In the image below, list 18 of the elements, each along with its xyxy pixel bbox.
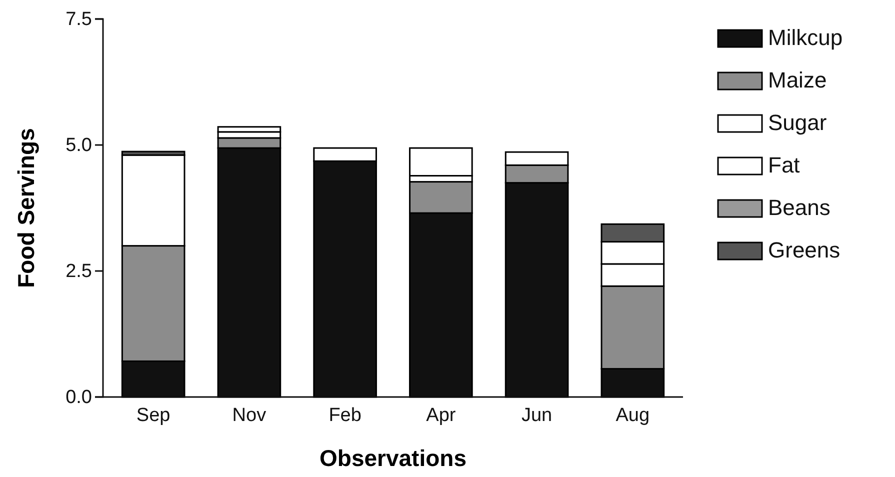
- y-axis-title: Food Servings: [13, 128, 39, 288]
- legend-label: Beans: [768, 195, 830, 220]
- x-tick-label: Jun: [521, 404, 552, 426]
- x-tick-label: Aug: [616, 404, 650, 426]
- y-tick-label: 0.0: [66, 387, 92, 408]
- legend-label: Sugar: [768, 110, 827, 135]
- x-tick-label: Nov: [232, 404, 267, 426]
- legend-label: Greens: [768, 238, 840, 262]
- x-tick-label: Sep: [136, 404, 170, 426]
- y-tick-label: 7.5: [66, 9, 92, 30]
- x-tick-label: Feb: [328, 404, 362, 426]
- legend-label: Fat: [768, 152, 800, 178]
- x-axis-title: Observations: [320, 445, 466, 471]
- y-tick-label: 5.0: [66, 135, 92, 156]
- legend-label: Milkcup: [768, 25, 843, 50]
- y-tick-label: 2.5: [66, 261, 92, 282]
- legend-label: Maize: [768, 68, 827, 92]
- x-tick-label: Apr: [426, 404, 456, 426]
